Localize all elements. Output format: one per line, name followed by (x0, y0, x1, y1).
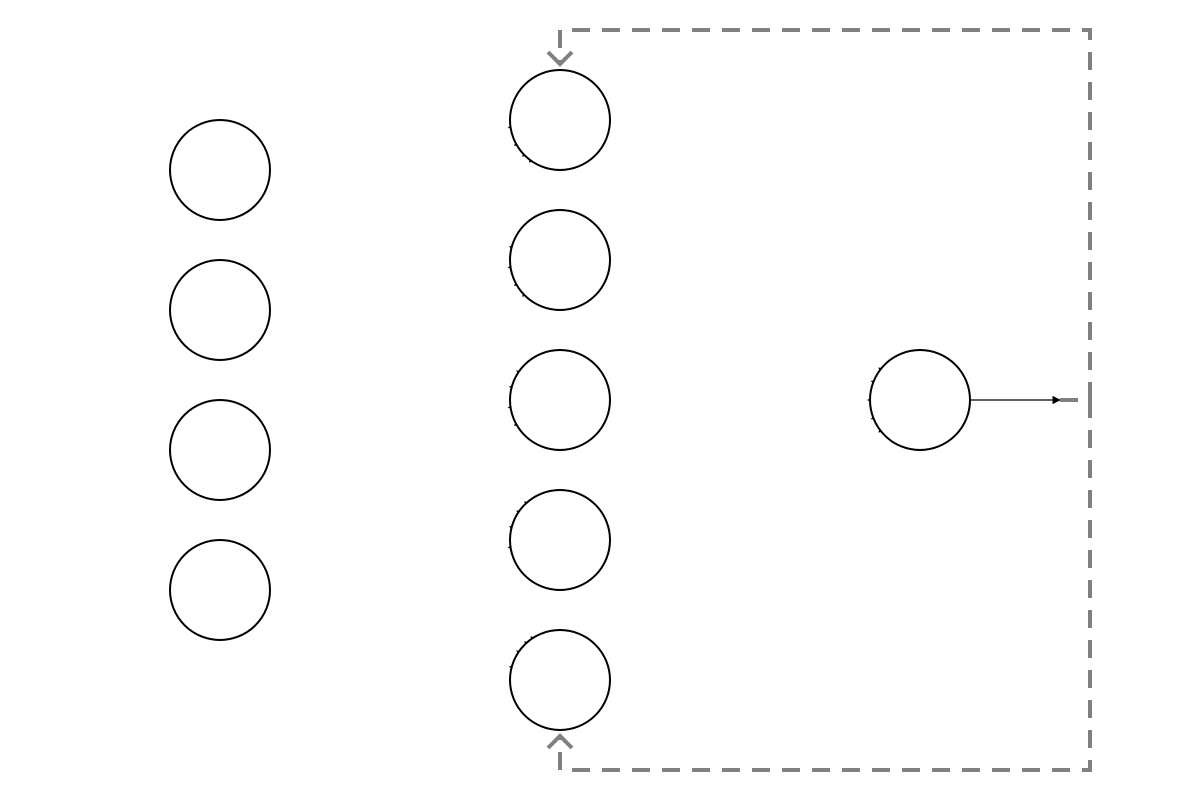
feedback-edge (560, 400, 1090, 770)
input-node (170, 400, 270, 500)
neural-network-diagram (0, 0, 1200, 800)
feedback-arrowhead (548, 736, 572, 748)
input-node (170, 540, 270, 640)
input-node (170, 120, 270, 220)
hidden-node (510, 210, 610, 310)
feedback-arrowhead (548, 52, 572, 64)
hidden-node (510, 630, 610, 730)
hidden-node (510, 350, 610, 450)
hidden-node (510, 70, 610, 170)
input-node (170, 260, 270, 360)
nodes-layer (170, 70, 970, 730)
hidden-node (510, 490, 610, 590)
output-node (870, 350, 970, 450)
feedback-edge (560, 30, 1090, 400)
